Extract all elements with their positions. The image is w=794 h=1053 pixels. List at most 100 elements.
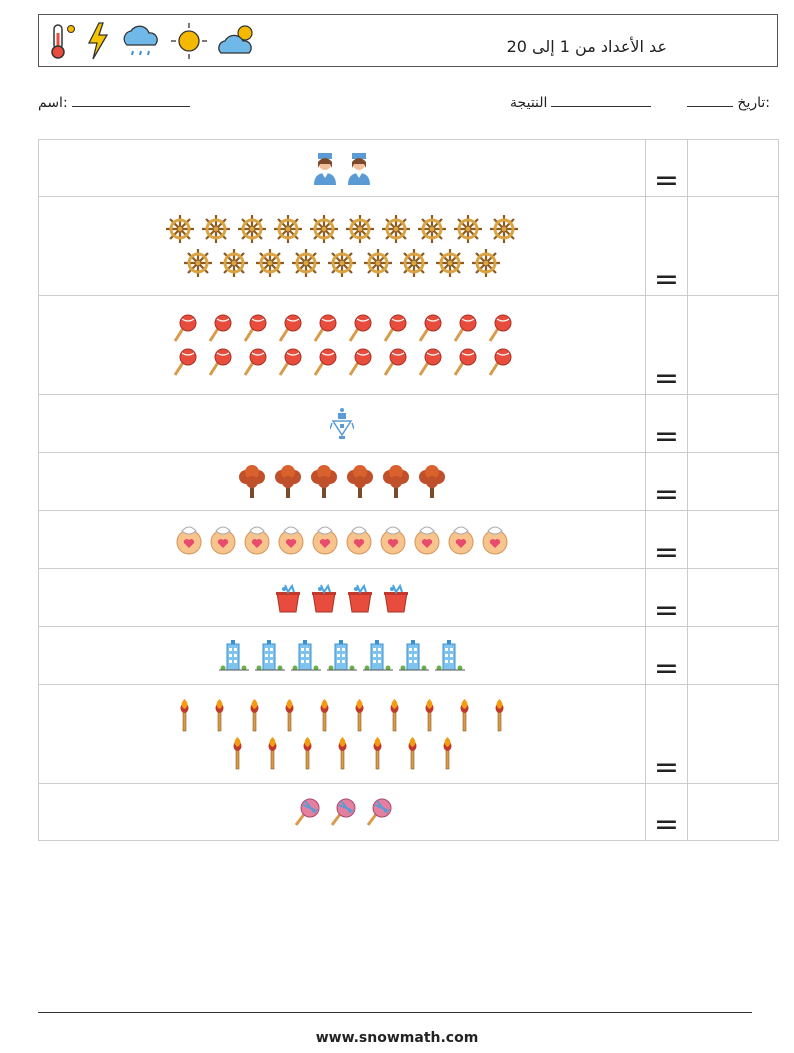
pictures-cell — [38, 139, 646, 197]
equals-sign: = — [645, 568, 688, 627]
match-icon — [223, 736, 252, 770]
pictures-line — [39, 464, 645, 499]
table-row: = — [38, 510, 779, 569]
building-icon — [327, 639, 357, 672]
lollipop-icon — [240, 347, 269, 377]
ship-wheel-icon — [435, 248, 465, 278]
lollipop-icon — [205, 347, 234, 377]
name-blank[interactable] — [72, 94, 191, 107]
pictures-line — [39, 583, 645, 613]
equals-sign: = — [645, 139, 688, 197]
lollipop-icon — [205, 313, 234, 343]
answer-box[interactable] — [687, 684, 779, 784]
table-body: = = = = = = = = = = — [38, 139, 779, 841]
building-icon — [219, 639, 249, 672]
ship-wheel-icon — [255, 248, 285, 278]
pictures-line — [39, 407, 645, 441]
answer-box[interactable] — [687, 295, 779, 395]
counting-table: = = = = = = = = = = — [38, 139, 779, 841]
building-icon — [255, 639, 285, 672]
pictures-cell — [38, 783, 646, 841]
tree-icon — [237, 464, 267, 499]
bucket-icon — [345, 583, 375, 613]
date-blank[interactable] — [687, 94, 734, 107]
bucket-icon — [381, 583, 411, 613]
answer-box[interactable] — [687, 196, 779, 296]
match-icon — [258, 736, 287, 770]
baby-bib-icon — [345, 524, 373, 556]
equals-sign: = — [645, 510, 688, 569]
lollipop-icon — [345, 347, 374, 377]
pictures-line — [39, 214, 645, 244]
building-icon — [363, 639, 393, 672]
header-box: عد الأعداد من 1 إلى 20 — [38, 14, 778, 67]
pictures-line — [39, 524, 645, 556]
table-row: = — [38, 568, 779, 627]
baby-bib-icon — [209, 524, 237, 556]
lollipop-icon — [345, 313, 374, 343]
answer-box[interactable] — [687, 394, 779, 453]
table-row: = — [38, 452, 779, 511]
pictures-line — [39, 797, 645, 827]
match-icon — [433, 736, 462, 770]
equals-sign: = — [645, 626, 688, 685]
ship-wheel-icon — [345, 214, 375, 244]
baby-bib-icon — [311, 524, 339, 556]
table-row: = — [38, 626, 779, 685]
lollipop-icon — [380, 347, 409, 377]
sun-icon — [171, 23, 207, 59]
footer-url: www.snowmath.com — [315, 1030, 479, 1046]
equals-sign: = — [645, 783, 688, 841]
answer-box[interactable] — [687, 568, 779, 627]
baby-bib-icon — [243, 524, 271, 556]
date-field: :تاريخ — [687, 94, 770, 111]
answer-box[interactable] — [687, 626, 779, 685]
name-label: :اسم — [38, 95, 68, 111]
answer-box[interactable] — [687, 783, 779, 841]
ship-wheel-icon — [453, 214, 483, 244]
info-right: :تاريخ النتيجة — [510, 94, 770, 111]
match-icon — [310, 698, 339, 732]
ship-wheel-icon — [273, 214, 303, 244]
baby-bib-icon — [413, 524, 441, 556]
lollipop-icon — [450, 313, 479, 343]
lollipop-icon — [380, 313, 409, 343]
nurse-icon — [345, 151, 373, 185]
match-icon — [293, 736, 322, 770]
ship-wheel-icon — [291, 248, 321, 278]
tree-icon — [381, 464, 411, 499]
lollipop-icon — [485, 313, 514, 343]
candy-icon — [291, 797, 321, 827]
result-blank-1[interactable] — [551, 94, 652, 107]
ship-wheel-icon — [309, 214, 339, 244]
building-icon — [399, 639, 429, 672]
pictures-line — [39, 151, 645, 185]
answer-box[interactable] — [687, 452, 779, 511]
answer-box[interactable] — [687, 139, 779, 197]
tree-icon — [417, 464, 447, 499]
ship-wheel-icon — [237, 214, 267, 244]
weather-icons — [47, 19, 261, 63]
match-icon — [240, 698, 269, 732]
pictures-cell — [38, 295, 646, 395]
pictures-cell — [38, 626, 646, 685]
pictures-cell — [38, 684, 646, 784]
match-icon — [450, 698, 479, 732]
nurse-icon — [311, 151, 339, 185]
lollipop-icon — [450, 347, 479, 377]
lollipop-icon — [415, 347, 444, 377]
worksheet-title: عد الأعداد من 1 إلى 20 — [506, 37, 667, 56]
result-label: النتيجة — [510, 95, 548, 111]
robot-icon — [330, 407, 354, 441]
name-field: :اسم — [38, 94, 191, 111]
answer-box[interactable] — [687, 510, 779, 569]
match-icon — [275, 698, 304, 732]
ship-wheel-icon — [399, 248, 429, 278]
date-label: :تاريخ — [737, 95, 770, 111]
tree-icon — [345, 464, 375, 499]
equals-sign: = — [645, 295, 688, 395]
match-icon — [415, 698, 444, 732]
lollipop-icon — [415, 313, 444, 343]
pictures-cell — [38, 394, 646, 453]
table-row: = — [38, 295, 779, 395]
